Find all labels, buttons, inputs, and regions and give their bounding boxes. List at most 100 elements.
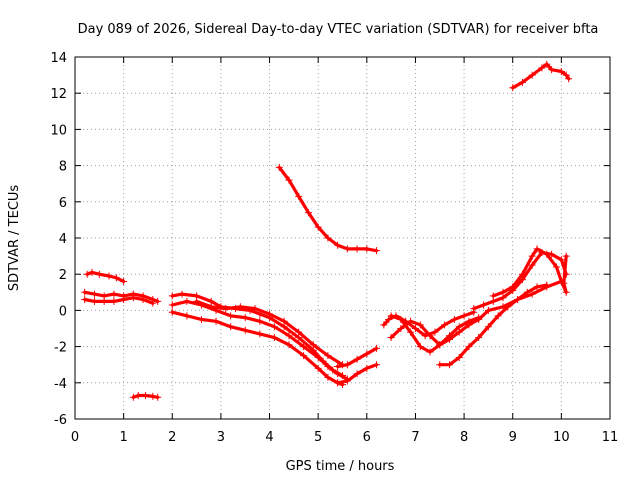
data-point: [426, 348, 434, 356]
x-tick-label: 4: [265, 430, 273, 445]
data-point: [324, 363, 332, 371]
data-point: [134, 391, 142, 399]
y-tick-label: -4: [54, 377, 67, 392]
data-point: [270, 323, 278, 331]
data-point: [523, 288, 531, 296]
data-point: [139, 296, 147, 304]
data-point: [509, 84, 517, 92]
data-point: [207, 303, 215, 311]
data-point: [380, 321, 388, 329]
y-tick-label: 12: [50, 87, 67, 102]
x-tick-label: 0: [71, 430, 79, 445]
data-point: [465, 343, 473, 351]
data-point: [120, 277, 128, 285]
y-tick-label: 4: [59, 232, 67, 247]
data-point: [334, 363, 342, 371]
data-point: [528, 261, 536, 269]
data-point: [455, 353, 463, 361]
data-point: [95, 270, 103, 278]
data-point: [565, 75, 573, 83]
data-series: [81, 60, 573, 401]
y-tick-label: -6: [54, 413, 67, 428]
data-point: [304, 209, 312, 217]
data-point: [543, 250, 551, 258]
data-point: [227, 323, 235, 331]
data-point: [475, 334, 483, 342]
data-point: [285, 341, 293, 349]
data-point: [241, 314, 249, 322]
data-point: [343, 245, 351, 253]
data-point: [387, 312, 395, 320]
data-point: [528, 252, 536, 260]
data-point: [300, 352, 308, 360]
data-point: [241, 326, 249, 334]
data-point: [112, 274, 120, 282]
data-point: [431, 328, 439, 336]
data-point: [295, 192, 303, 200]
data-point: [509, 283, 517, 291]
data-point: [314, 353, 322, 361]
series-arc-early-high: [85, 270, 126, 283]
data-point: [227, 312, 235, 320]
x-tick-label: 5: [314, 430, 322, 445]
data-point: [373, 344, 381, 352]
x-axis-label: GPS time / hours: [286, 459, 395, 474]
x-tick-label: 2: [168, 430, 176, 445]
data-point: [553, 263, 560, 271]
data-point: [562, 288, 570, 296]
y-tick-label: 0: [59, 304, 67, 319]
x-tick-label: 10: [553, 430, 570, 445]
series-arc-afternoon-4: [438, 283, 549, 367]
data-point: [168, 292, 176, 300]
series-arc-morning-2: [170, 299, 349, 381]
data-point: [353, 370, 361, 378]
data-point: [499, 288, 507, 296]
data-point: [142, 391, 150, 399]
data-point: [514, 296, 522, 304]
data-point: [363, 245, 371, 253]
data-point: [178, 290, 186, 298]
x-tick-label: 9: [509, 430, 517, 445]
data-point: [455, 328, 463, 336]
data-point: [105, 272, 113, 280]
data-point: [81, 296, 89, 304]
data-point: [470, 305, 478, 313]
x-tick-label: 3: [217, 430, 225, 445]
data-point: [295, 328, 303, 336]
data-point: [475, 315, 483, 323]
data-point: [450, 315, 458, 323]
data-point: [193, 297, 201, 305]
data-point: [416, 343, 424, 351]
data-point: [83, 270, 91, 278]
data-point: [183, 297, 191, 305]
y-tick-label: 6: [59, 196, 67, 211]
data-point: [280, 317, 288, 325]
y-tick-label: -2: [54, 341, 67, 356]
data-point: [334, 379, 342, 387]
data-point: [557, 67, 565, 75]
data-point: [548, 66, 556, 74]
data-point: [270, 334, 278, 342]
data-point: [334, 241, 342, 249]
data-point: [110, 290, 118, 298]
data-point: [314, 223, 322, 231]
data-point: [285, 332, 293, 340]
data-point: [90, 290, 98, 298]
data-point: [353, 355, 361, 363]
data-point: [300, 343, 308, 351]
data-point: [407, 328, 415, 336]
data-point: [411, 325, 419, 332]
y-tick-label: 2: [59, 268, 67, 283]
chart-title: Day 089 of 2026, Sidereal Day-to-day VTE…: [78, 22, 599, 37]
data-point: [285, 176, 293, 184]
data-point: [197, 315, 205, 323]
data-point: [334, 370, 342, 378]
data-point: [343, 361, 351, 369]
data-point: [363, 364, 371, 372]
data-point: [149, 299, 157, 307]
data-point: [120, 296, 128, 304]
data-point: [446, 361, 453, 369]
data-point: [385, 315, 393, 323]
data-point: [363, 350, 371, 358]
data-point: [397, 325, 405, 332]
